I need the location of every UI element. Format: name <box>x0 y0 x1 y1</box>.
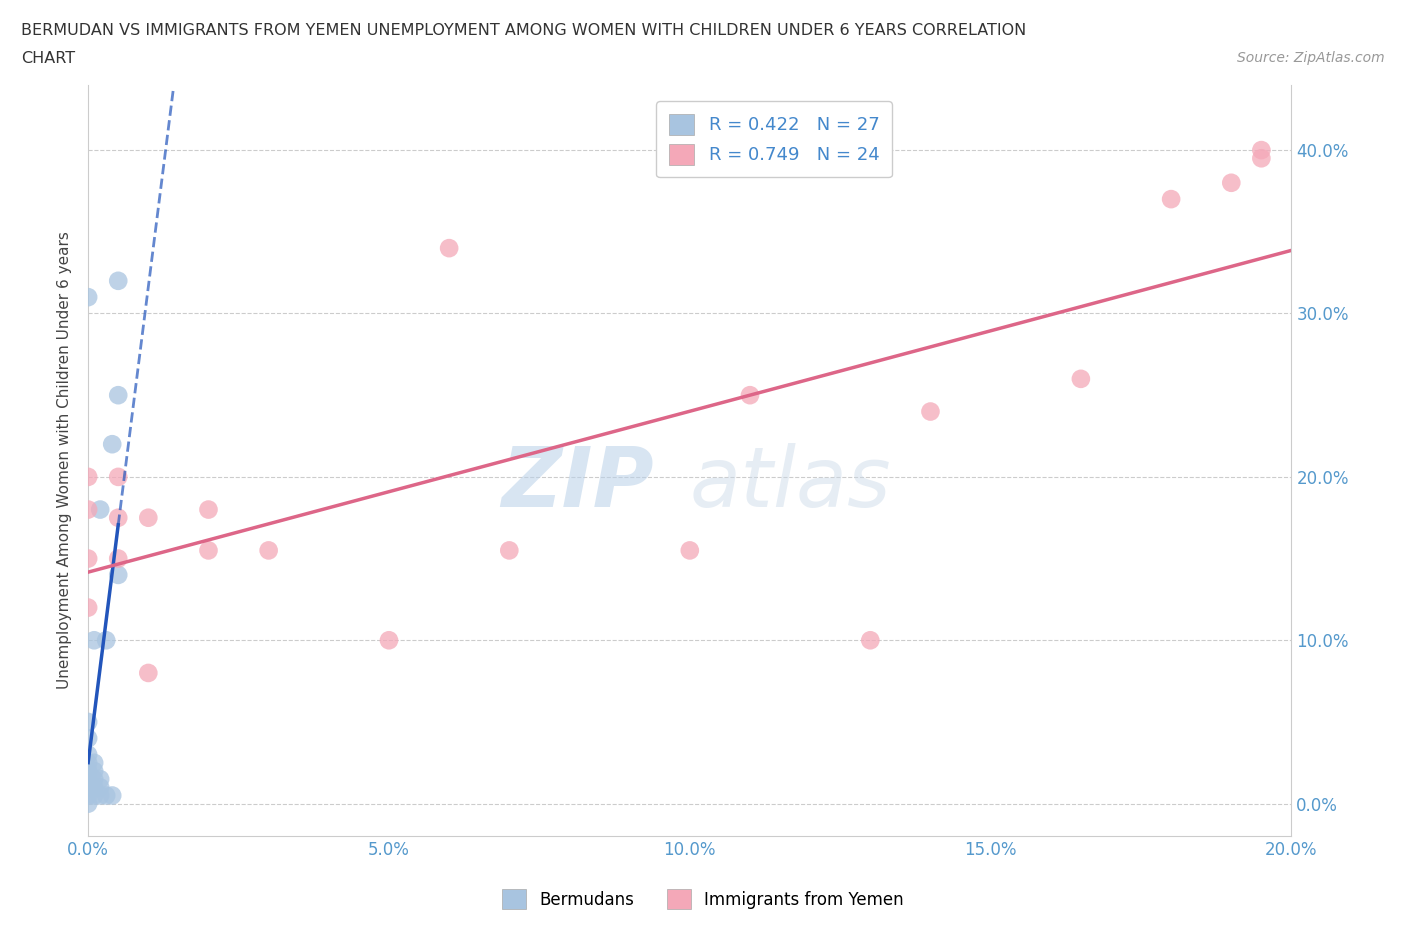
Point <box>77 290 100 305</box>
Point <box>257 543 280 558</box>
Legend: Bermudans, Immigrants from Yemen: Bermudans, Immigrants from Yemen <box>494 881 912 917</box>
Point <box>107 388 129 403</box>
Point <box>136 511 159 525</box>
Point <box>77 772 100 787</box>
Point <box>83 788 105 803</box>
Text: CHART: CHART <box>21 51 75 66</box>
Point <box>77 731 100 746</box>
Point <box>101 788 124 803</box>
Point <box>77 470 100 485</box>
Point <box>107 567 129 582</box>
Point <box>89 788 111 803</box>
Point <box>77 755 100 770</box>
Point <box>89 502 111 517</box>
Point <box>77 764 100 778</box>
Point <box>197 502 219 517</box>
Point <box>77 714 100 729</box>
Text: BERMUDAN VS IMMIGRANTS FROM YEMEN UNEMPLOYMENT AMONG WOMEN WITH CHILDREN UNDER 6: BERMUDAN VS IMMIGRANTS FROM YEMEN UNEMPL… <box>21 23 1026 38</box>
Point <box>197 543 219 558</box>
Point <box>437 241 460 256</box>
Text: Source: ZipAtlas.com: Source: ZipAtlas.com <box>1237 51 1385 65</box>
Point <box>83 755 105 770</box>
Legend: R = 0.422   N = 27, R = 0.749   N = 24: R = 0.422 N = 27, R = 0.749 N = 24 <box>657 101 891 178</box>
Point <box>1250 142 1272 157</box>
Point <box>89 780 111 795</box>
Point <box>738 388 761 403</box>
Point <box>107 551 129 566</box>
Point <box>83 764 105 778</box>
Point <box>1250 151 1272 166</box>
Point <box>107 273 129 288</box>
Point <box>920 405 942 419</box>
Y-axis label: Unemployment Among Women with Children Under 6 years: Unemployment Among Women with Children U… <box>58 232 72 689</box>
Point <box>1160 192 1182 206</box>
Point <box>77 788 100 803</box>
Point <box>136 666 159 681</box>
Point <box>101 437 124 452</box>
Point <box>679 543 702 558</box>
Point <box>83 632 105 647</box>
Point <box>107 511 129 525</box>
Point <box>77 780 100 795</box>
Point <box>89 772 111 787</box>
Point <box>77 600 100 615</box>
Point <box>378 632 401 647</box>
Point <box>107 470 129 485</box>
Point <box>1220 176 1243 191</box>
Point <box>83 780 105 795</box>
Point <box>77 551 100 566</box>
Text: ZIP: ZIP <box>501 443 654 524</box>
Point <box>1070 371 1092 386</box>
Point <box>83 772 105 787</box>
Point <box>498 543 520 558</box>
Point <box>77 747 100 762</box>
Point <box>96 632 118 647</box>
Point <box>859 632 882 647</box>
Point <box>77 796 100 811</box>
Text: atlas: atlas <box>690 443 891 524</box>
Point <box>96 788 118 803</box>
Point <box>77 502 100 517</box>
